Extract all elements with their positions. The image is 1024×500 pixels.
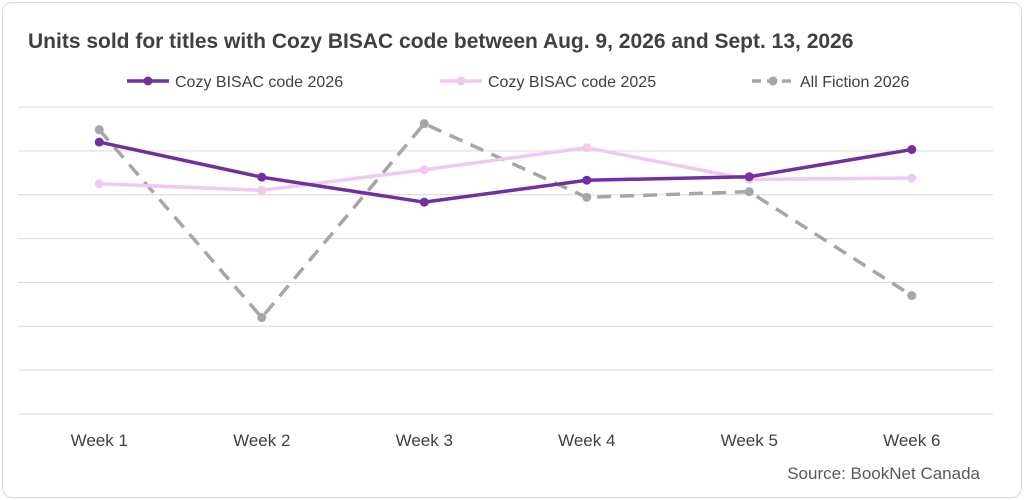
x-axis-ticks: Week 1 Week 2 Week 3 Week 4 Week 5 Week 6 bbox=[71, 431, 941, 450]
x-tick-label: Week 5 bbox=[721, 431, 778, 450]
x-tick-label: Week 3 bbox=[396, 431, 453, 450]
data-point bbox=[419, 197, 429, 207]
data-point bbox=[907, 173, 917, 183]
legend-item: Cozy BISAC code 2025 bbox=[440, 74, 656, 91]
data-point bbox=[907, 291, 917, 301]
legend-swatch-marker bbox=[143, 76, 153, 86]
data-point bbox=[94, 137, 104, 147]
series-1 bbox=[94, 143, 917, 195]
data-point bbox=[257, 313, 267, 323]
legend-item: Cozy BISAC code 2026 bbox=[127, 74, 343, 91]
legend-item: All Fiction 2026 bbox=[752, 74, 909, 91]
data-point bbox=[582, 175, 592, 185]
data-point bbox=[257, 185, 267, 195]
series-lines bbox=[94, 119, 917, 323]
data-point bbox=[419, 119, 429, 129]
source-note: Source: BookNet Canada bbox=[787, 464, 980, 483]
data-point bbox=[744, 187, 754, 197]
series-line bbox=[99, 146, 912, 193]
gridlines bbox=[18, 106, 993, 415]
x-tick-label: Week 6 bbox=[883, 431, 940, 450]
series-0 bbox=[94, 137, 917, 207]
x-tick-label: Week 1 bbox=[71, 431, 128, 450]
x-tick-label: Week 2 bbox=[233, 431, 290, 450]
series-line bbox=[98, 140, 913, 204]
legend: Cozy BISAC code 2026 Cozy BISAC code 2025… bbox=[127, 74, 909, 91]
data-point bbox=[582, 192, 592, 202]
data-point bbox=[582, 143, 592, 153]
legend-label: All Fiction 2026 bbox=[800, 74, 909, 91]
series-line bbox=[97, 121, 913, 320]
x-tick-label: Week 4 bbox=[558, 431, 615, 450]
legend-label: Cozy BISAC code 2025 bbox=[488, 74, 656, 91]
legend-swatch-marker bbox=[768, 76, 778, 86]
legend-label: Cozy BISAC code 2026 bbox=[175, 74, 343, 91]
chart-title: Units sold for titles with Cozy BISAC co… bbox=[28, 30, 854, 53]
series-2 bbox=[94, 119, 917, 323]
data-point bbox=[94, 125, 104, 135]
legend-swatch-marker bbox=[456, 76, 466, 86]
data-point bbox=[907, 145, 917, 155]
data-point bbox=[419, 165, 429, 175]
data-point bbox=[257, 172, 267, 182]
data-point bbox=[94, 179, 104, 189]
data-point bbox=[744, 172, 754, 182]
